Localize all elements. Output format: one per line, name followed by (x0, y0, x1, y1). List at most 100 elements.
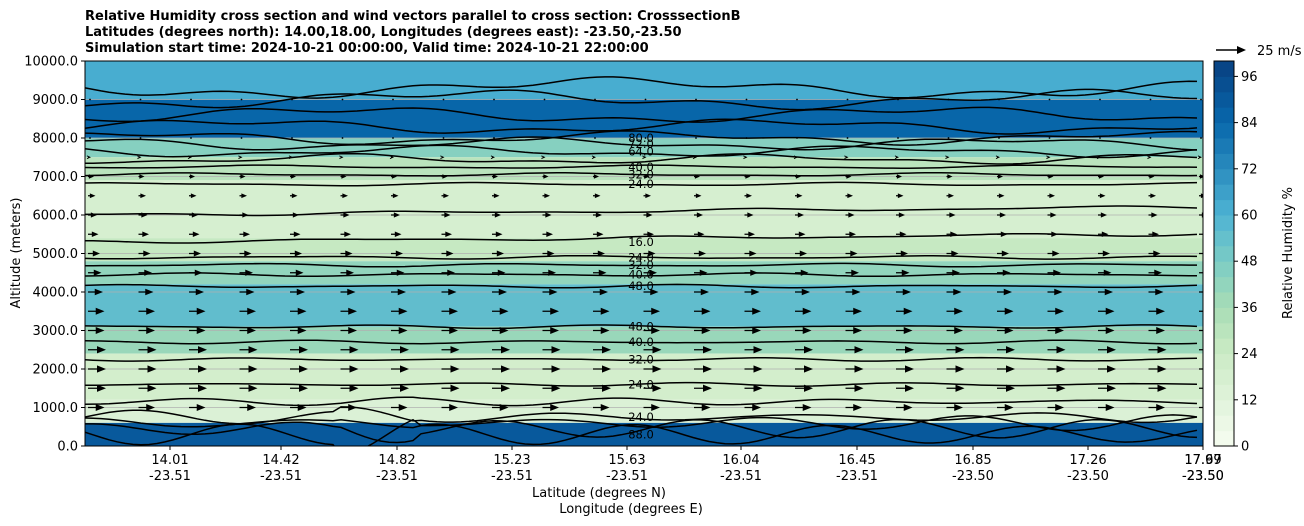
colorbar-tick-label: 36 (1241, 301, 1258, 316)
wind-vector (695, 137, 697, 139)
colorbar-tick-label: 48 (1241, 255, 1258, 270)
x-tick-label-lon: -23.51 (149, 469, 191, 484)
y-tick-label: 5000.0 (33, 247, 79, 262)
x-tick-label-lat: 16.85 (954, 453, 991, 468)
x-tick-label-lat: 15.63 (608, 453, 645, 468)
wind-vector (342, 137, 344, 139)
colorbar-segment (1214, 123, 1234, 139)
colorbar-segment (1214, 338, 1234, 354)
x-tick-label-lat: 14.42 (262, 453, 299, 468)
wind-vector (746, 137, 748, 139)
wind-vector (796, 137, 798, 139)
wind-vector (89, 99, 91, 101)
y-axis-label: Altitude (meters) (9, 198, 24, 309)
colorbar-tick-label: 0 (1241, 440, 1249, 455)
colorbar-segment (1214, 246, 1234, 262)
colorbar-segment (1214, 153, 1234, 169)
x-tick-label-lon: -23.51 (606, 469, 648, 484)
wind-vector (847, 99, 849, 101)
y-tick-label: 8000.0 (33, 132, 79, 147)
wind-vector (1049, 137, 1051, 139)
contour-label: 40.0 (628, 335, 654, 349)
x-tick-label-lon: -23.50 (1067, 469, 1109, 484)
quiver-key-label: 25 m/s (1257, 44, 1302, 59)
colorbar-tick-label: 60 (1241, 209, 1258, 224)
wind-vector (948, 99, 950, 101)
wind-vector (241, 99, 243, 101)
colorbar-segment (1214, 292, 1234, 308)
y-tick-label: 4000.0 (33, 286, 79, 301)
wind-vector (594, 137, 596, 139)
x-tick-label-lon: -23.51 (260, 469, 302, 484)
y-tick-label: 6000.0 (33, 209, 79, 224)
colorbar-segment (1214, 384, 1234, 400)
x-tick-label-lon: -23.51 (836, 469, 878, 484)
colorbar-segment (1214, 230, 1234, 246)
wind-vector (89, 137, 91, 139)
wind-vector (443, 137, 445, 139)
colorbar-tick-label: 84 (1241, 116, 1258, 131)
wind-vector (544, 137, 546, 139)
colorbar-label: Relative Humidity % (1281, 187, 1296, 319)
x-tick-label-lon: -23.50 (1182, 469, 1224, 484)
colorbar-segment (1214, 369, 1234, 385)
wind-vector (1150, 99, 1152, 101)
colorbar-segment (1214, 107, 1234, 123)
wind-vector (796, 99, 798, 101)
wind-vector (695, 99, 697, 101)
colorbar-segment (1214, 415, 1234, 431)
contour-label: 24.0 (628, 377, 654, 391)
wind-vector (1049, 99, 1051, 101)
wind-vector (998, 137, 1000, 139)
wind-vector (897, 137, 899, 139)
colorbar-segment (1214, 261, 1234, 277)
x-tick-label-lat: 16.45 (838, 453, 875, 468)
wind-vector (493, 137, 495, 139)
colorbar-segment (1214, 184, 1234, 200)
colorbar-segment (1214, 354, 1234, 370)
x-tick-label-lon: -23.50 (952, 469, 994, 484)
rh-cross-section-chart: 80.072.064.040.032.024.016.024.032.040.0… (0, 0, 1304, 526)
quiver-key: 25 m/s (1216, 44, 1302, 59)
y-tick-label: 7000.0 (33, 170, 79, 185)
wind-vector (190, 99, 192, 101)
x-tick-label-lat: 16.04 (722, 453, 759, 468)
y-tick-label: 2000.0 (33, 363, 79, 378)
colorbar-tick-label: 24 (1241, 347, 1258, 362)
colorbar-segment (1214, 200, 1234, 216)
wind-vector (897, 99, 899, 101)
contour-label: 48.0 (628, 320, 654, 334)
colorbar: 01224364860728496 (1214, 61, 1258, 455)
colorbar-segment (1214, 92, 1234, 108)
colorbar-segment (1214, 76, 1234, 92)
wind-vector (544, 99, 546, 101)
contour-label: 32.0 (628, 352, 654, 366)
wind-vector (948, 137, 950, 139)
wind-vector (998, 99, 1000, 101)
colorbar-segment (1214, 61, 1234, 77)
wind-vector (291, 137, 293, 139)
wind-vector (291, 99, 293, 101)
wind-vector (342, 99, 344, 101)
contour-label: 16.0 (628, 235, 654, 249)
x-tick-label-lat: 14.01 (151, 453, 188, 468)
colorbar-segment (1214, 169, 1234, 185)
wind-vector (1200, 137, 1202, 139)
x-tick-label-lon: -23.51 (491, 469, 533, 484)
colorbar-segment (1214, 307, 1234, 323)
quiver-key-arrowhead (1237, 46, 1246, 54)
wind-vector (1150, 137, 1152, 139)
colorbar-tick-label: 12 (1241, 393, 1258, 408)
wind-vector (645, 99, 647, 101)
colorbar-segment (1214, 138, 1234, 154)
y-tick-label: 1000.0 (33, 401, 79, 416)
x-tick-label-lat: 17.99 (1184, 453, 1221, 468)
contour-label: 88.0 (628, 427, 654, 441)
x-tick-label-lat: 17.26 (1069, 453, 1106, 468)
wind-vector (493, 99, 495, 101)
wind-vector (746, 99, 748, 101)
colorbar-segment (1214, 400, 1234, 416)
wind-vector (140, 99, 142, 101)
colorbar-segment (1214, 215, 1234, 231)
x-tick-label-lon: -23.51 (376, 469, 418, 484)
